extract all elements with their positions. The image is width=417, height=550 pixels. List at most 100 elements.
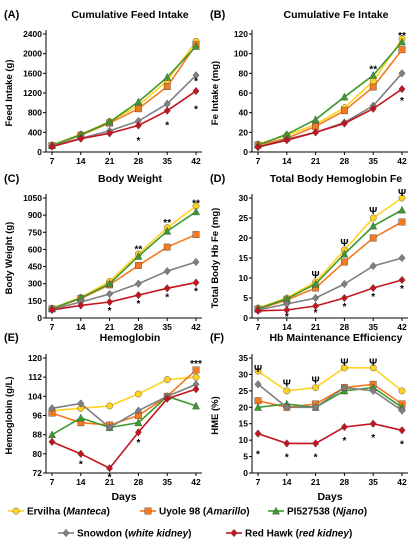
panel-label: (D) bbox=[210, 173, 226, 185]
series-snowdon-point bbox=[369, 386, 377, 395]
series-pi-point bbox=[48, 430, 56, 439]
x-tick-label: 21 bbox=[311, 322, 321, 332]
y-tick-label: 5 bbox=[243, 293, 248, 303]
y-tick-label: 15 bbox=[239, 253, 249, 263]
x-axis-label: Days bbox=[317, 491, 342, 503]
series-uyole-line bbox=[257, 221, 403, 310]
significance-annotation: ** bbox=[369, 64, 377, 75]
series-pi-point bbox=[163, 73, 172, 81]
y-tick-label: 5 bbox=[243, 452, 248, 462]
x-tick-label: 28 bbox=[134, 156, 144, 166]
y-axis-label: HME (%) bbox=[210, 396, 221, 435]
series-redhawk-point bbox=[254, 142, 262, 152]
series-pi-point bbox=[134, 97, 143, 106]
psi-annotation: Ψ bbox=[398, 188, 406, 199]
series-pi-point bbox=[192, 401, 200, 410]
y-tick-label: 112 bbox=[28, 372, 42, 382]
legend-label: Red Hawk (red kidney) bbox=[245, 529, 352, 540]
series-pi bbox=[48, 207, 200, 313]
series-uyole-point bbox=[341, 258, 348, 266]
series-redhawk-point bbox=[106, 297, 114, 307]
series-uyole-point bbox=[192, 231, 200, 238]
y-axis-label: Fe Intake (mg) bbox=[210, 61, 221, 125]
series-redhawk-point bbox=[340, 293, 348, 303]
series-redhawk-line bbox=[257, 279, 403, 312]
significance-annotation: * bbox=[342, 436, 346, 447]
y-tick-label: 10 bbox=[239, 435, 249, 445]
y-tick-label: 20 bbox=[239, 233, 249, 243]
series-ervilha-point bbox=[192, 373, 200, 381]
series-redhawk-point bbox=[77, 134, 85, 143]
x-tick-label: 14 bbox=[76, 322, 86, 332]
legend-item-ervilha: Ervilha (Manteca) bbox=[8, 507, 110, 518]
x-tick-label: 42 bbox=[397, 322, 407, 332]
series-pi-point bbox=[340, 92, 349, 101]
series-pi-point bbox=[340, 249, 349, 258]
x-tick-label: 14 bbox=[282, 156, 292, 166]
series-ervilha-line bbox=[51, 376, 197, 412]
series-snowdon-point bbox=[340, 383, 348, 392]
series-pi bbox=[254, 37, 406, 149]
y-tick-label: 80 bbox=[239, 68, 249, 78]
x-tick-label: 35 bbox=[162, 322, 172, 332]
series-redhawk-point bbox=[134, 291, 142, 300]
series-snowdon-point bbox=[192, 257, 200, 267]
significance-annotation: ** bbox=[192, 199, 200, 210]
y-axis-label: Hemoglobin (g/L) bbox=[4, 376, 15, 454]
series-ervilha bbox=[254, 194, 406, 312]
x-tick-label: 42 bbox=[397, 477, 407, 487]
significance-annotation: * bbox=[314, 453, 318, 464]
series-redhawk-point bbox=[192, 385, 200, 394]
series-ervilha-point bbox=[398, 194, 406, 202]
series-snowdon-point bbox=[134, 406, 142, 415]
x-tick-label: 42 bbox=[191, 477, 201, 487]
series-redhawk-point bbox=[398, 84, 406, 94]
series-uyole bbox=[254, 46, 406, 149]
y-tick-label: 15 bbox=[239, 419, 249, 429]
y-tick-label: 1050 bbox=[23, 193, 42, 203]
series-snowdon-point bbox=[163, 267, 171, 276]
y-tick-label: 60 bbox=[239, 88, 249, 98]
y-tick-label: 0 bbox=[243, 147, 248, 157]
series-snowdon-point bbox=[48, 404, 56, 413]
series-redhawk-point bbox=[192, 86, 200, 96]
y-tick-label: 30 bbox=[239, 369, 249, 379]
x-tick-label: 35 bbox=[162, 156, 172, 166]
panel-label: (B) bbox=[210, 9, 226, 21]
significance-annotation: * bbox=[165, 292, 169, 303]
x-tick-label: 21 bbox=[311, 477, 321, 487]
series-pi-point bbox=[311, 115, 320, 123]
legend-label: PI527538 (Njano) bbox=[287, 507, 367, 518]
series-redhawk bbox=[48, 278, 200, 315]
series-snowdon-line bbox=[51, 383, 197, 429]
series-redhawk-point bbox=[163, 284, 171, 293]
significance-annotation: * bbox=[194, 287, 198, 298]
x-tick-label: 35 bbox=[368, 156, 378, 166]
series-redhawk-point bbox=[283, 439, 291, 448]
psi-annotation: Ψ bbox=[283, 379, 291, 390]
x-tick-label: 28 bbox=[340, 322, 350, 332]
series-uyole-point bbox=[398, 218, 406, 226]
series-snowdon-point bbox=[77, 399, 85, 408]
series-pi-point bbox=[192, 207, 200, 216]
series-redhawk-point bbox=[369, 419, 377, 428]
y-tick-label: 25 bbox=[239, 213, 249, 223]
x-tick-label: 35 bbox=[368, 477, 378, 487]
y-tick-label: 300 bbox=[28, 279, 42, 289]
series-redhawk-point bbox=[283, 136, 291, 145]
series-pi-line bbox=[51, 211, 197, 310]
x-tick-label: 7 bbox=[256, 477, 261, 487]
y-tick-label: 0 bbox=[243, 468, 248, 478]
series-snowdon-point bbox=[192, 71, 200, 80]
series-redhawk-point bbox=[398, 426, 406, 435]
series-redhawk-point bbox=[163, 394, 171, 403]
panel-b: (B) Cumulative Fe Intake 0 20 40 60 80 100 120 7 1… bbox=[210, 9, 408, 166]
x-tick-label: 21 bbox=[105, 477, 115, 487]
series-redhawk bbox=[48, 86, 200, 151]
series-uyole-point bbox=[134, 105, 142, 113]
y-tick-label: 96 bbox=[33, 411, 43, 421]
series-snowdon-point bbox=[398, 253, 406, 263]
significance-annotation: * bbox=[256, 449, 260, 460]
series-pi-point bbox=[369, 221, 378, 230]
legend-item-pi: PI527538 (Njano) bbox=[268, 507, 367, 518]
